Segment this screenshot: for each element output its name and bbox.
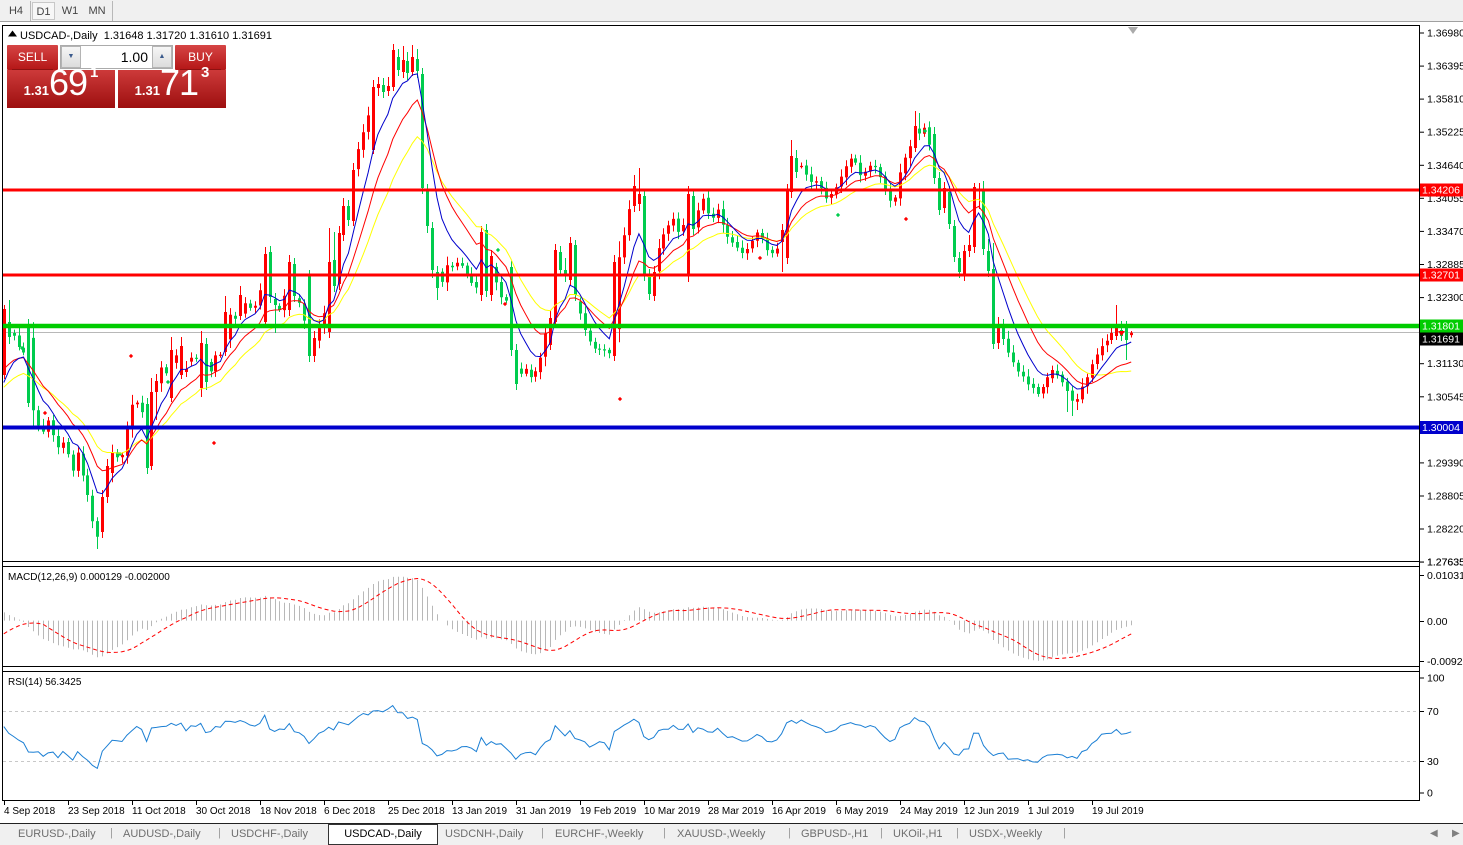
- svg-text:6 May 2019: 6 May 2019: [836, 806, 889, 817]
- svg-text:1.27635: 1.27635: [1427, 557, 1463, 569]
- svg-text:1.30545: 1.30545: [1427, 391, 1463, 403]
- svg-text:0.00: 0.00: [1427, 616, 1448, 628]
- svg-text:1.36980: 1.36980: [1427, 28, 1463, 40]
- svg-text:1.35810: 1.35810: [1427, 94, 1463, 106]
- svg-text:1.28220: 1.28220: [1427, 524, 1463, 536]
- svg-text:0: 0: [1427, 788, 1433, 800]
- svg-text:12 Jun 2019: 12 Jun 2019: [964, 806, 1019, 817]
- svg-text:100: 100: [1427, 673, 1445, 685]
- svg-text:70: 70: [1427, 706, 1439, 718]
- svg-text:30 Oct 2018: 30 Oct 2018: [196, 806, 251, 817]
- svg-text:16 Apr 2019: 16 Apr 2019: [772, 806, 826, 817]
- svg-text:10 Mar 2019: 10 Mar 2019: [644, 806, 701, 817]
- svg-text:30: 30: [1427, 756, 1439, 768]
- svg-text:1.29390: 1.29390: [1427, 457, 1463, 469]
- svg-text:23 Sep 2018: 23 Sep 2018: [68, 806, 125, 817]
- svg-text:13 Jan 2019: 13 Jan 2019: [452, 806, 507, 817]
- svg-text:1.30004: 1.30004: [1422, 422, 1460, 434]
- svg-text:1 Jul 2019: 1 Jul 2019: [1028, 806, 1075, 817]
- svg-text:1.31801: 1.31801: [1422, 321, 1460, 333]
- svg-text:1.34206: 1.34206: [1422, 185, 1460, 197]
- svg-text:0.010311: 0.010311: [1427, 570, 1463, 582]
- svg-text:11 Oct 2018: 11 Oct 2018: [132, 806, 186, 817]
- svg-text:1.32701: 1.32701: [1422, 270, 1460, 282]
- svg-text:1.36395: 1.36395: [1427, 61, 1463, 73]
- svg-text:1.33470: 1.33470: [1427, 226, 1463, 238]
- svg-text:19 Feb 2019: 19 Feb 2019: [580, 806, 637, 817]
- svg-text:1.28805: 1.28805: [1427, 491, 1463, 503]
- svg-text:4 Sep 2018: 4 Sep 2018: [4, 806, 56, 817]
- svg-text:1.27635: 1.27635: [1427, 557, 1463, 569]
- svg-text:25 Dec 2018: 25 Dec 2018: [388, 806, 445, 817]
- svg-text:1.31130: 1.31130: [1427, 358, 1463, 370]
- svg-text:-0.009203: -0.009203: [1427, 656, 1463, 668]
- svg-text:19 Jul 2019: 19 Jul 2019: [1092, 806, 1144, 817]
- svg-text:USDCAD-,Daily 1.31648 1.31720: USDCAD-,Daily 1.31648 1.31720 1.31610 1.…: [20, 30, 272, 42]
- svg-text:1.35225: 1.35225: [1427, 127, 1463, 139]
- svg-text:31 Jan 2019: 31 Jan 2019: [516, 806, 571, 817]
- svg-text:MACD(12,26,9) 0.000129 -0.0020: MACD(12,26,9) 0.000129 -0.002000: [8, 572, 170, 583]
- svg-text:6 Dec 2018: 6 Dec 2018: [324, 806, 376, 817]
- svg-text:1.34640: 1.34640: [1427, 160, 1463, 172]
- svg-text:28 Mar 2019: 28 Mar 2019: [708, 806, 765, 817]
- svg-text:1.32300: 1.32300: [1427, 292, 1463, 304]
- svg-text:18 Nov 2018: 18 Nov 2018: [260, 806, 317, 817]
- svg-text:1.31691: 1.31691: [1422, 334, 1460, 346]
- svg-text:RSI(14) 56.3425: RSI(14) 56.3425: [8, 677, 82, 688]
- svg-text:24 May 2019: 24 May 2019: [900, 806, 958, 817]
- svg-text:1.32885: 1.32885: [1427, 259, 1463, 271]
